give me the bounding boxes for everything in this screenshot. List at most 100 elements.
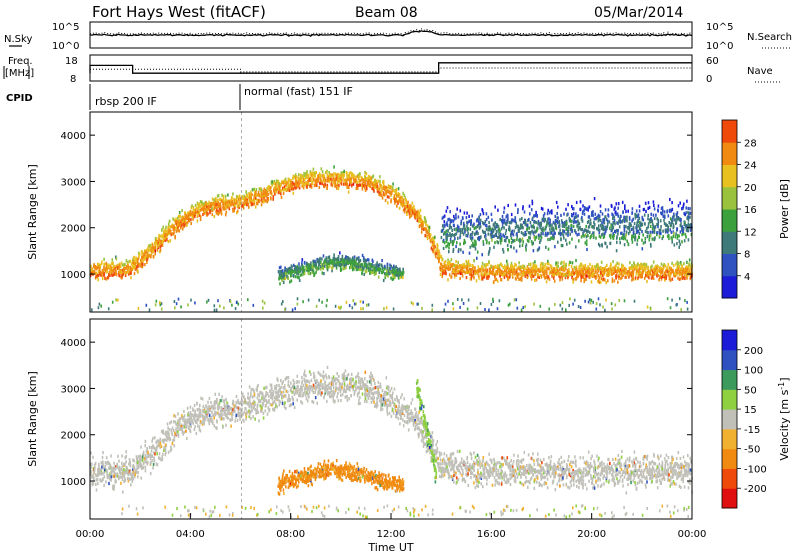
- power-cell: [289, 188, 291, 193]
- power-cell: [420, 222, 423, 226]
- power-cell: [106, 276, 109, 280]
- power-cell: [386, 195, 389, 199]
- power-cell: [570, 264, 573, 269]
- power-cell: [568, 267, 570, 271]
- power-cell: [404, 207, 406, 211]
- power-cell: [481, 209, 484, 213]
- power-cell: [326, 175, 329, 179]
- power-cell: [124, 262, 126, 266]
- power-cell: [510, 241, 513, 245]
- power-cell: [560, 219, 563, 223]
- power-cell: [364, 270, 367, 274]
- power-cell: [258, 187, 261, 191]
- power-cell: [642, 218, 645, 222]
- power-cell: [168, 228, 170, 232]
- power-cell: [325, 266, 328, 270]
- power-cell: [583, 273, 585, 277]
- power-cell: [254, 190, 256, 194]
- power-cell: [599, 204, 602, 208]
- power-cell: [273, 186, 276, 190]
- power-cell: [532, 265, 534, 269]
- power-cell: [575, 245, 577, 249]
- power-cell: [138, 252, 141, 256]
- power-cell: [469, 263, 472, 267]
- power-cell: [508, 227, 510, 231]
- power-cell: [328, 171, 330, 175]
- power-cell: [496, 229, 498, 233]
- power-cell: [458, 225, 460, 230]
- power-cell: [367, 266, 369, 270]
- power-cell: [457, 249, 460, 253]
- power-cell: [554, 303, 556, 306]
- power-cell: [652, 270, 654, 274]
- power-cell: [462, 232, 465, 236]
- power-cell: [471, 236, 474, 240]
- power-cell: [512, 268, 514, 272]
- power-cell: [371, 175, 374, 179]
- power-cell: [686, 260, 688, 264]
- power-cell: [277, 187, 279, 192]
- power-cell: [392, 271, 394, 275]
- power-cell: [603, 268, 606, 272]
- power-cell: [543, 212, 546, 216]
- power-cell: [278, 270, 280, 274]
- power-cell: [662, 266, 665, 270]
- power-cell: [410, 214, 413, 218]
- power-cell: [451, 233, 453, 237]
- power-cell: [290, 270, 292, 274]
- power-cell: [639, 275, 642, 279]
- power-cell: [575, 200, 578, 205]
- power-cell: [676, 234, 679, 238]
- power-cell: [491, 231, 494, 235]
- power-cell: [555, 266, 557, 270]
- power-cell: [303, 174, 306, 178]
- power-cell: [580, 279, 582, 283]
- power-cell: [211, 207, 213, 211]
- power-cell: [364, 258, 366, 262]
- power-cell: [583, 278, 586, 282]
- power-cell: [260, 194, 262, 198]
- power-cell: [485, 212, 488, 216]
- power-cell: [242, 196, 244, 200]
- power-cell: [586, 230, 588, 234]
- power-cell: [602, 227, 604, 232]
- power-cell: [608, 267, 610, 271]
- power-cell: [549, 218, 551, 222]
- power-cell: [530, 208, 533, 212]
- power-cell: [428, 233, 430, 237]
- power-cell: [597, 227, 600, 231]
- power-cell: [596, 263, 598, 267]
- power-cell: [280, 195, 283, 199]
- power-cell: [280, 192, 282, 196]
- power-cell: [615, 210, 617, 214]
- power-cell: [605, 298, 607, 302]
- power-cell: [604, 241, 606, 245]
- power-cell: [303, 171, 305, 175]
- power-cell: [385, 272, 387, 276]
- power-cell: [365, 184, 368, 188]
- power-cell: [474, 269, 476, 273]
- power-cell: [318, 262, 321, 266]
- power-cell: [519, 268, 521, 272]
- power-cell: [664, 278, 666, 282]
- power-cell: [673, 231, 675, 235]
- power-cell: [582, 276, 585, 280]
- power-cell: [607, 208, 610, 212]
- power-cell: [291, 269, 293, 273]
- power-cell: [154, 249, 157, 253]
- power-cell: [508, 221, 511, 225]
- power-cell: [271, 183, 273, 187]
- power-cell: [686, 227, 689, 231]
- power-cell: [108, 265, 110, 269]
- power-cell: [565, 238, 567, 242]
- power-cell: [413, 205, 415, 209]
- power-cell: [321, 170, 324, 174]
- power-cell: [467, 227, 469, 231]
- power-cell: [567, 271, 569, 275]
- power-cell: [539, 269, 542, 273]
- power-cell: [583, 234, 585, 238]
- power-cell: [252, 202, 254, 206]
- power-cell: [477, 265, 480, 269]
- power-cell: [660, 277, 663, 281]
- y-tick-label: 2000: [61, 224, 86, 235]
